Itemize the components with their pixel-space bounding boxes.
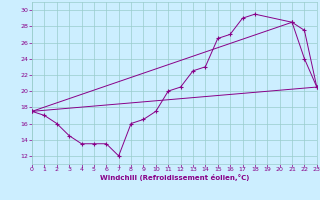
X-axis label: Windchill (Refroidissement éolien,°C): Windchill (Refroidissement éolien,°C) — [100, 174, 249, 181]
